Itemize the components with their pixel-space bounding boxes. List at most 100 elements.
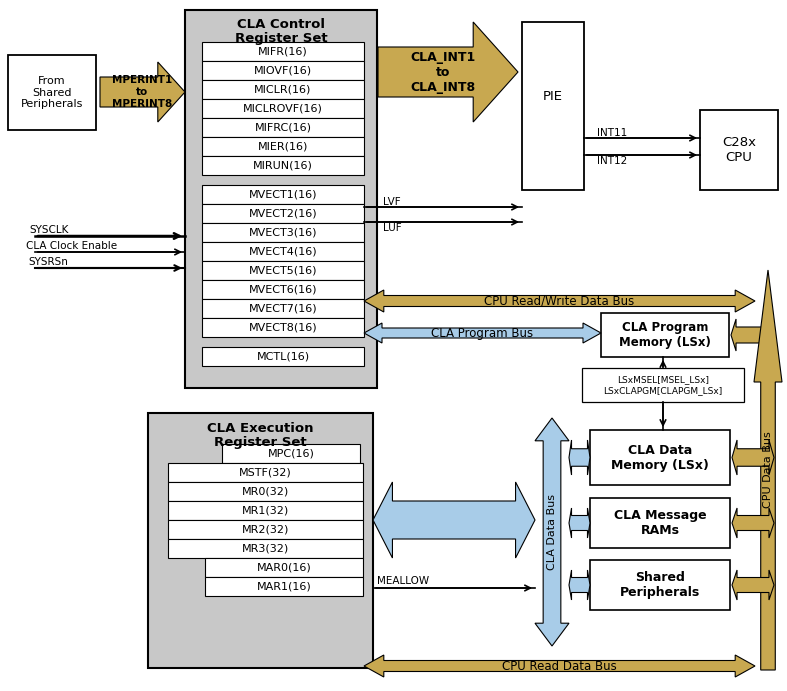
Bar [202, 42, 364, 61]
Bar [205, 558, 363, 577]
Text: MPERINT1
to
MPERINT8: MPERINT1 to MPERINT8 [113, 75, 172, 108]
Bar [202, 99, 364, 118]
Bar [582, 368, 744, 402]
Text: SYSCLK: SYSCLK [29, 225, 68, 235]
Bar [202, 223, 364, 242]
Bar [202, 318, 364, 337]
Text: LSxMSEL[MSEL_LSx]
LSxCLAPGM[CLAPGM_LSx]: LSxMSEL[MSEL_LSx] LSxCLAPGM[CLAPGM_LSx] [604, 375, 722, 395]
Bar [202, 280, 364, 299]
Text: CLA Program
Memory (LSx): CLA Program Memory (LSx) [619, 321, 711, 349]
Text: MR2(32): MR2(32) [242, 524, 289, 535]
Bar [202, 299, 364, 318]
Text: MVECT3(16): MVECT3(16) [249, 227, 317, 238]
Text: CLA Program Bus: CLA Program Bus [431, 327, 534, 339]
Bar [168, 501, 363, 520]
Polygon shape [535, 418, 569, 646]
Text: CPU Read Data Bus: CPU Read Data Bus [502, 659, 617, 672]
Text: INT11: INT11 [597, 128, 627, 138]
Text: MR1(32): MR1(32) [242, 506, 289, 515]
Bar [168, 463, 363, 482]
Bar [148, 413, 373, 668]
Bar [590, 560, 730, 610]
Bar [202, 118, 364, 137]
Text: MCTL(16): MCTL(16) [257, 352, 309, 361]
Bar [590, 498, 730, 548]
Bar [601, 313, 729, 357]
Text: CLA Clock Enable: CLA Clock Enable [26, 241, 117, 251]
Text: C28x
CPU: C28x CPU [722, 136, 756, 164]
Text: MIFR(16): MIFR(16) [258, 46, 308, 57]
Bar [700, 110, 778, 190]
Polygon shape [378, 22, 518, 122]
Text: MICLROVF(16): MICLROVF(16) [243, 104, 323, 113]
Polygon shape [100, 62, 185, 122]
Bar [202, 137, 364, 156]
Text: MIFRC(16): MIFRC(16) [254, 122, 312, 133]
Polygon shape [373, 482, 535, 558]
Text: MAR1(16): MAR1(16) [257, 582, 312, 591]
Text: CLA Data
Memory (LSx): CLA Data Memory (LSx) [611, 444, 709, 471]
Text: MVECT8(16): MVECT8(16) [249, 323, 317, 332]
Text: MVECT2(16): MVECT2(16) [249, 209, 317, 218]
Bar [185, 10, 377, 388]
Text: CLA Control: CLA Control [237, 17, 325, 30]
Text: MIRUN(16): MIRUN(16) [253, 160, 313, 171]
Bar [168, 520, 363, 539]
Bar [202, 204, 364, 223]
Text: MEALLOW: MEALLOW [377, 576, 429, 586]
Text: Shared
Peripherals: Shared Peripherals [620, 571, 700, 599]
Text: MAR0(16): MAR0(16) [257, 562, 312, 573]
Polygon shape [569, 570, 590, 600]
Text: MR3(32): MR3(32) [242, 544, 289, 553]
Text: PIE: PIE [543, 90, 563, 102]
Text: CLA_INT1
to
CLA_INT8: CLA_INT1 to CLA_INT8 [410, 50, 475, 93]
Polygon shape [754, 270, 782, 670]
Text: MSTF(32): MSTF(32) [239, 468, 292, 477]
Text: CPU Read/Write Data Bus: CPU Read/Write Data Bus [484, 294, 634, 307]
Text: LUF: LUF [382, 223, 401, 233]
Bar [590, 430, 730, 485]
Bar [202, 80, 364, 99]
Text: MVECT7(16): MVECT7(16) [249, 303, 317, 314]
Polygon shape [731, 319, 773, 351]
Text: MVECT6(16): MVECT6(16) [249, 285, 317, 294]
Bar [202, 185, 364, 204]
Text: SYSRSn: SYSRSn [29, 257, 68, 267]
Bar [202, 61, 364, 80]
Polygon shape [364, 323, 601, 343]
Bar [202, 347, 364, 366]
Text: INT12: INT12 [597, 156, 627, 166]
Bar [202, 242, 364, 261]
Text: MIER(16): MIER(16) [258, 142, 309, 151]
Text: Register Set: Register Set [235, 32, 327, 44]
Text: MVECT5(16): MVECT5(16) [249, 265, 317, 276]
Polygon shape [732, 508, 774, 538]
Text: CLA Execution: CLA Execution [207, 422, 314, 435]
Bar [205, 577, 363, 596]
Text: Register Set: Register Set [214, 435, 307, 448]
Text: MPC(16): MPC(16) [268, 448, 315, 459]
Bar [202, 156, 364, 175]
Polygon shape [732, 570, 774, 600]
Bar [222, 444, 360, 463]
Text: From
Shared
Peripherals: From Shared Peripherals [20, 76, 83, 109]
Polygon shape [364, 290, 755, 312]
Bar [522, 22, 584, 190]
Text: MR0(32): MR0(32) [242, 486, 289, 497]
Text: MVECT1(16): MVECT1(16) [249, 189, 317, 200]
Polygon shape [569, 440, 590, 475]
Bar [8, 55, 96, 130]
Polygon shape [732, 440, 774, 475]
Bar [168, 539, 363, 558]
Text: CLA Data Bus: CLA Data Bus [547, 494, 557, 570]
Bar [168, 482, 363, 501]
Text: LVF: LVF [383, 197, 401, 207]
Text: MVECT4(16): MVECT4(16) [249, 247, 317, 256]
Polygon shape [569, 508, 590, 538]
Text: MICLR(16): MICLR(16) [254, 84, 312, 95]
Text: CPU Data Bus: CPU Data Bus [763, 432, 773, 509]
Bar [202, 261, 364, 280]
Polygon shape [364, 655, 755, 677]
Text: CLA Message
RAMs: CLA Message RAMs [614, 509, 706, 537]
Text: MIOVF(16): MIOVF(16) [254, 66, 312, 75]
